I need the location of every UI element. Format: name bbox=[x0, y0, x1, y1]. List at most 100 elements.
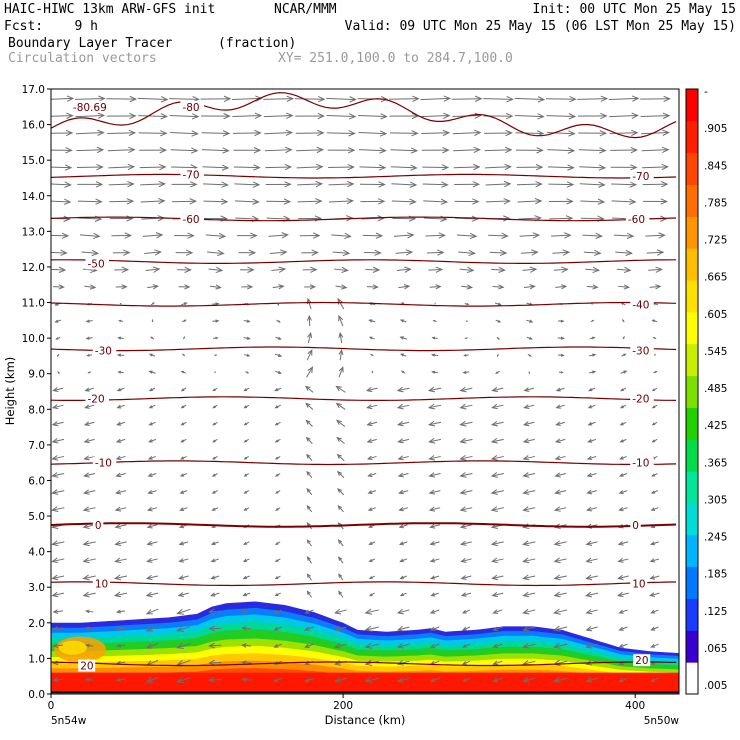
tracer-band bbox=[51, 672, 679, 694]
wind-vector bbox=[139, 147, 168, 154]
colorbar-label: .905 bbox=[704, 123, 727, 135]
wind-vector bbox=[428, 455, 441, 461]
wind-vector bbox=[396, 677, 410, 683]
wind-vector bbox=[302, 266, 318, 273]
contour-label: 10 bbox=[95, 579, 108, 591]
wind-vector bbox=[650, 490, 659, 494]
wind-vector bbox=[241, 643, 252, 648]
wind-vector bbox=[148, 438, 156, 443]
wind-vector bbox=[51, 181, 72, 188]
wind-vector bbox=[305, 436, 313, 444]
wind-vector bbox=[210, 592, 220, 597]
wind-vector bbox=[306, 539, 312, 547]
wind-vector bbox=[335, 419, 346, 427]
field-name: Boundary Layer Tracer bbox=[8, 36, 173, 51]
wind-vector bbox=[585, 266, 601, 274]
temperature-contour bbox=[51, 396, 677, 401]
wind-vector bbox=[649, 284, 662, 290]
wind-vector bbox=[454, 181, 481, 188]
wind-vector bbox=[178, 575, 189, 580]
wind-vector bbox=[461, 284, 474, 290]
colorbar-label: .065 bbox=[704, 643, 727, 655]
wind-vector bbox=[234, 181, 261, 188]
colorbar-segment bbox=[686, 184, 698, 217]
wind-vector bbox=[212, 302, 220, 306]
wind-vector bbox=[589, 336, 596, 340]
wind-vector bbox=[87, 371, 92, 374]
wind-vector bbox=[51, 249, 68, 256]
wind-vector bbox=[51, 438, 64, 444]
wind-vector bbox=[522, 506, 536, 512]
contour-label-bg bbox=[633, 654, 651, 667]
wind-vector bbox=[641, 146, 670, 154]
wind-vector bbox=[429, 626, 440, 631]
contour-label: -10 bbox=[95, 458, 112, 470]
wind-vector bbox=[651, 438, 658, 443]
wind-vector bbox=[358, 130, 388, 137]
wind-vector bbox=[172, 198, 197, 205]
contour-label: 10 bbox=[632, 579, 645, 591]
wind-vector bbox=[459, 523, 473, 529]
wind-vector bbox=[590, 319, 595, 323]
wind-vector bbox=[496, 336, 500, 340]
wind-vector bbox=[589, 370, 597, 374]
contour-label: 0 bbox=[95, 520, 102, 532]
wind-vector bbox=[642, 181, 669, 188]
wind-vector bbox=[84, 284, 97, 290]
wind-vector bbox=[137, 96, 169, 103]
wind-vector bbox=[368, 558, 376, 562]
wind-vector bbox=[428, 420, 442, 427]
wind-vector bbox=[307, 331, 313, 344]
wind-vector bbox=[274, 387, 282, 392]
wind-vector bbox=[338, 573, 344, 581]
wind-vector bbox=[522, 642, 536, 649]
wind-vector bbox=[548, 198, 574, 205]
contour-label-bg bbox=[630, 577, 648, 590]
wind-vector bbox=[274, 404, 281, 409]
wind-vector bbox=[304, 626, 314, 631]
wind-vector bbox=[461, 643, 471, 648]
wind-vector bbox=[243, 507, 250, 511]
y-tick-label: 1.0 bbox=[28, 653, 45, 665]
wind-vector bbox=[368, 575, 375, 580]
colorbar-label: .125 bbox=[704, 606, 727, 618]
contour-label: -50 bbox=[88, 258, 105, 270]
wind-vector bbox=[554, 489, 567, 495]
wind-vector bbox=[84, 643, 94, 648]
wind-vector bbox=[555, 421, 566, 426]
wind-vector bbox=[397, 421, 410, 427]
wind-vector bbox=[212, 387, 218, 392]
wind-vector bbox=[145, 608, 159, 615]
wind-vector bbox=[243, 421, 250, 426]
wind-vector bbox=[338, 556, 344, 564]
contour-label-bg bbox=[180, 168, 204, 181]
wind-vector bbox=[210, 558, 220, 563]
wind-vector bbox=[146, 506, 158, 512]
contour-label-bg bbox=[630, 170, 654, 183]
temperature-contour bbox=[51, 259, 677, 264]
wind-vector bbox=[57, 371, 60, 375]
wind-vector bbox=[364, 249, 382, 256]
wind-vector bbox=[430, 592, 439, 597]
wind-vector bbox=[85, 336, 93, 340]
contour-label: -60 bbox=[628, 214, 645, 226]
circulation-vectors bbox=[51, 95, 671, 684]
wind-vector bbox=[76, 146, 105, 154]
wind-vector bbox=[431, 370, 439, 374]
wind-vector bbox=[547, 164, 575, 171]
wind-vector bbox=[326, 96, 357, 103]
wind-vector bbox=[579, 164, 607, 171]
wind-vector bbox=[177, 592, 189, 597]
wind-vector bbox=[557, 336, 565, 340]
wind-vector bbox=[366, 455, 377, 461]
wind-vector bbox=[115, 489, 127, 495]
wind-vector bbox=[585, 574, 598, 581]
wind-vector bbox=[84, 677, 94, 682]
wind-vector bbox=[211, 473, 218, 477]
wind-vector bbox=[427, 386, 442, 393]
wind-vector bbox=[651, 319, 658, 323]
wind-vector bbox=[181, 302, 188, 306]
wind-vector bbox=[117, 370, 124, 374]
wind-vector bbox=[297, 180, 324, 188]
wind-vector bbox=[212, 404, 218, 409]
